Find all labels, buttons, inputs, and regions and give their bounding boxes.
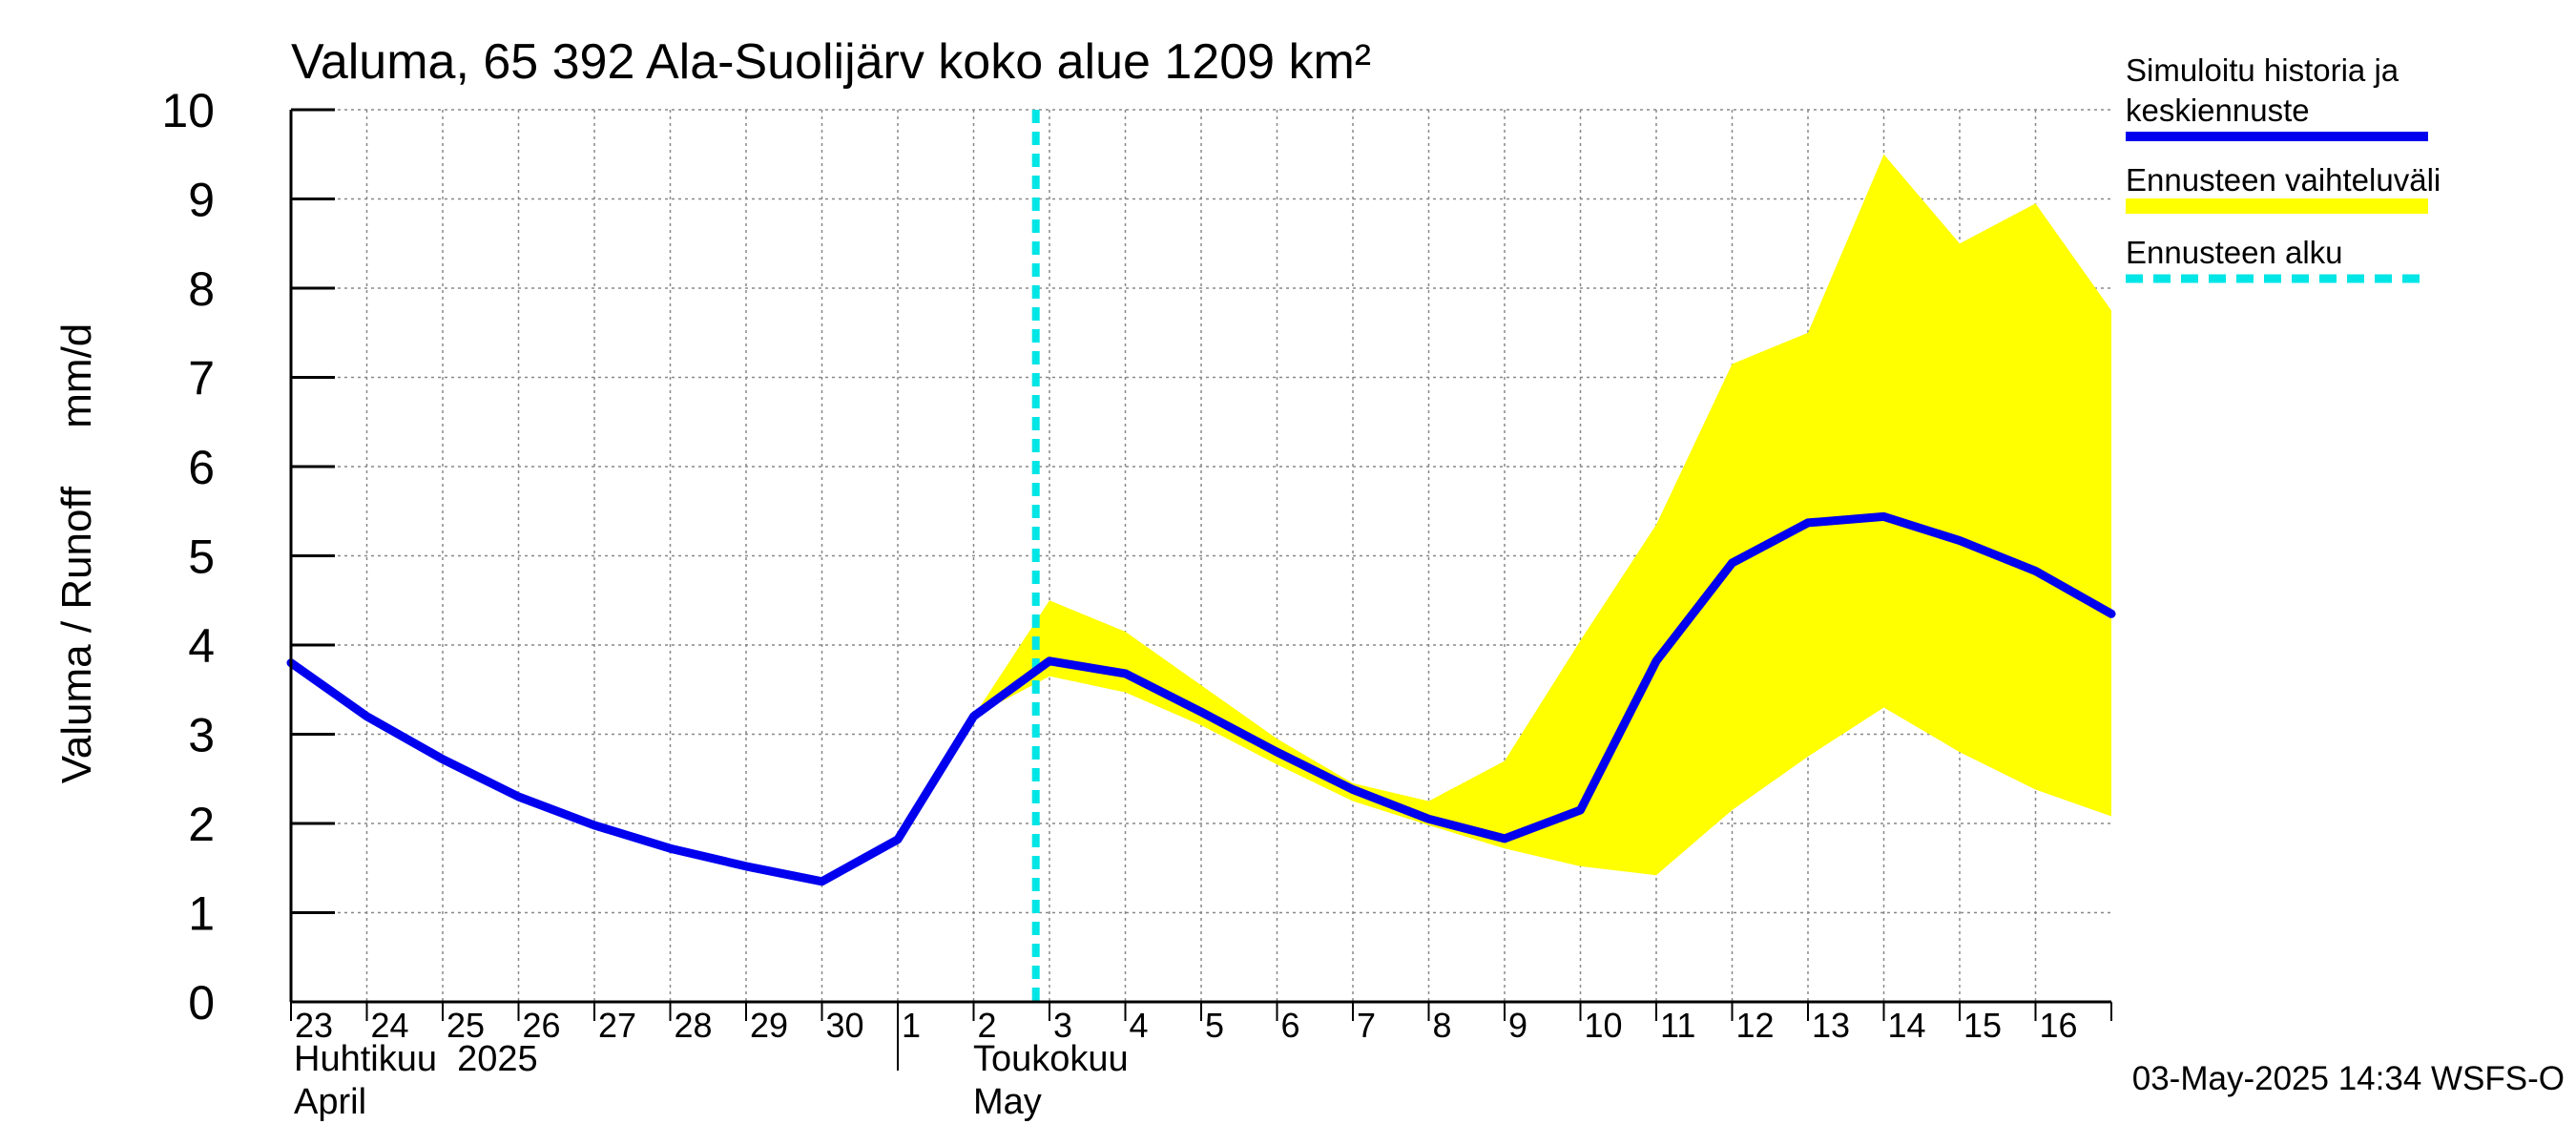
legend-label-range: Ennusteen vaihteluväli: [2126, 162, 2441, 198]
month-label-april-line2: April: [294, 1082, 366, 1122]
x-tick-label-7: 7: [1357, 1006, 1376, 1045]
y-tick-label-3: 3: [188, 709, 215, 762]
series-point-2: [440, 756, 446, 762]
series-point-14: [1350, 786, 1356, 793]
series-point-4: [592, 822, 597, 828]
series-point-8: [895, 836, 901, 843]
series-point-15: [1425, 816, 1432, 822]
x-tick-label-28: 28: [675, 1006, 713, 1045]
x-tick-label-11: 11: [1660, 1006, 1695, 1045]
y-axis-label: Valuma / Runoff mm/d: [53, 323, 100, 784]
series-point-18: [1653, 657, 1659, 664]
y-tick-label-9: 9: [188, 174, 215, 227]
series-point-22: [1957, 537, 1963, 544]
chart-title: Valuma, 65 392 Ala-Suolijärv koko alue 1…: [291, 34, 1371, 90]
x-tick-label-1: 1: [902, 1006, 921, 1045]
x-tick-label-15: 15: [1963, 1006, 2002, 1045]
x-tick-label-29: 29: [750, 1006, 788, 1045]
series-point-6: [743, 863, 749, 869]
y-tick-label-2: 2: [188, 798, 215, 851]
series-point-23: [2032, 568, 2039, 574]
x-tick-label-24: 24: [371, 1006, 409, 1045]
x-tick-label-26: 26: [523, 1006, 561, 1045]
y-tick-label-0: 0: [188, 976, 215, 1030]
x-tick-label-2: 2: [978, 1006, 997, 1045]
x-tick-label-25: 25: [447, 1006, 485, 1045]
x-tick-label-23: 23: [295, 1006, 333, 1045]
y-tick-label-5: 5: [188, 531, 215, 584]
footer-timestamp: 03-May-2025 14:34 WSFS-O: [2132, 1060, 2565, 1097]
series-point-11: [1122, 670, 1129, 677]
series-point-7: [819, 878, 825, 885]
y-tick-label-10: 10: [161, 84, 215, 137]
y-tick-labels: 0 1 2 3 4 5 6 7 8 9 10: [161, 84, 335, 1030]
month-label-may-line1: Toukokuu: [973, 1039, 1129, 1079]
month-label-april-line1: Huhtikuu 2025: [294, 1039, 538, 1079]
y-tick-label-6: 6: [188, 441, 215, 494]
x-tick-label-27: 27: [598, 1006, 636, 1045]
series-point-17: [1577, 806, 1584, 813]
legend: Simuloitu historia ja keskiennuste Ennus…: [2126, 52, 2441, 283]
x-tick-label-8: 8: [1433, 1006, 1452, 1045]
x-tick-label-10: 10: [1585, 1006, 1623, 1045]
x-tick-label-30: 30: [826, 1006, 864, 1045]
y-tick-label-7: 7: [188, 352, 215, 406]
x-tick-label-9: 9: [1508, 1006, 1527, 1045]
x-tick-label-12: 12: [1736, 1006, 1775, 1045]
legend-label-forecast-start: Ennusteen alku: [2126, 235, 2343, 270]
x-tick-label-13: 13: [1812, 1006, 1850, 1045]
series-point-24: [2109, 611, 2114, 617]
x-tick-label-6: 6: [1281, 1006, 1300, 1045]
y-tick-label-1: 1: [188, 887, 215, 941]
series-point-19: [1729, 559, 1735, 566]
y-tick-label-8: 8: [188, 262, 215, 316]
series-point-16: [1502, 835, 1507, 842]
x-tick-labels: 23 24 25 26 27 28 29 30 1 2 3 4 5 6 7 8 9 10 11 12 13 14 15 16: [290, 1002, 2112, 1071]
x-tick-label-4: 4: [1130, 1006, 1149, 1045]
series-lines: [286, 511, 2116, 886]
x-tick-label-16: 16: [2040, 1006, 2078, 1045]
forecast-range-band: [973, 154, 2111, 876]
x-tick-label-14: 14: [1888, 1006, 1926, 1045]
x-tick-label-5: 5: [1205, 1006, 1224, 1045]
y-tick-label-4: 4: [188, 619, 215, 673]
series-point-5: [667, 845, 674, 852]
series-point-21: [1880, 513, 1887, 520]
legend-label-simulated-line2: keskiennuste: [2126, 93, 2310, 128]
series-point-12: [1198, 709, 1204, 716]
series-point-20: [1805, 519, 1811, 526]
range-band-area: [973, 154, 2111, 876]
series-point-13: [1274, 749, 1280, 756]
month-label-may-line2: May: [973, 1082, 1042, 1122]
series-point-3: [515, 793, 522, 800]
legend-label-simulated-line1: Simuloitu historia ja: [2126, 52, 2399, 88]
series-point-10: [1047, 657, 1052, 664]
x-tick-label-3: 3: [1053, 1006, 1072, 1045]
series-point-1: [364, 713, 370, 719]
series-point-9: [970, 713, 977, 719]
month-labels: Huhtikuu 2025 April Toukokuu May: [294, 1039, 1129, 1122]
